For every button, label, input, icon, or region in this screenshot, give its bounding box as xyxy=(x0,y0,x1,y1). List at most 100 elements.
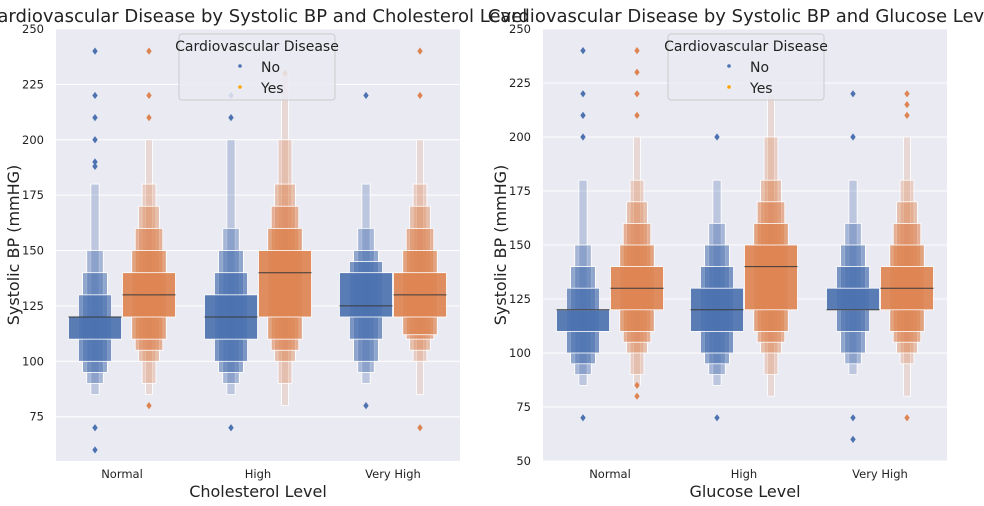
legend: Cardiovascular Disease No Yes xyxy=(664,33,828,101)
boxen-level xyxy=(258,250,312,318)
y-tick-label: 100 xyxy=(22,354,44,368)
outlier-point xyxy=(850,90,856,98)
outlier-point xyxy=(904,101,910,109)
outlier-point xyxy=(634,392,640,400)
outlier-point xyxy=(92,158,98,166)
outlier-point xyxy=(580,133,586,141)
outlier-point xyxy=(146,114,152,122)
outlier-point xyxy=(146,402,152,410)
outlier-point xyxy=(904,111,910,119)
chart-panel-1: 75 100 125 150 175 200 225 250 Normal High Very Hi… xyxy=(0,6,527,501)
y-tick-label: 125 xyxy=(509,292,531,306)
outlier-point xyxy=(417,424,423,432)
y-axis-label: Systolic BP (mmHG) xyxy=(4,165,23,326)
legend-marker-yes xyxy=(238,85,242,89)
outlier-point xyxy=(904,90,910,98)
y-tick-label: 250 xyxy=(22,22,44,36)
outlier-point xyxy=(92,114,98,122)
x-tick-label: High xyxy=(731,467,757,481)
x-tick-label: Very High xyxy=(852,467,908,481)
chart-title: Cardiovascular Disease by Systolic BP an… xyxy=(0,6,527,27)
chart-panel-2: 50 75 100 125 150 175 200 225 250 Normal High Very … xyxy=(488,6,984,501)
outlier-point xyxy=(363,91,369,100)
y-tick-label: 150 xyxy=(22,244,44,258)
legend-box xyxy=(178,33,336,101)
legend-label-no: No xyxy=(750,60,769,76)
outlier-point xyxy=(580,111,586,119)
boxen-level xyxy=(339,272,393,318)
y-tick-label: 200 xyxy=(22,133,44,147)
boxen-yes-very-high xyxy=(393,47,447,432)
outlier-point xyxy=(580,414,586,422)
legend-label-yes: Yes xyxy=(260,81,284,97)
boxen-level xyxy=(556,309,610,332)
y-tick-label: 75 xyxy=(29,410,44,424)
outlier-point xyxy=(904,414,910,422)
outlier-point xyxy=(228,424,234,432)
outlier-point xyxy=(634,47,640,55)
legend: Cardiovascular Disease No Yes xyxy=(175,33,339,101)
y-tick-label: 50 xyxy=(516,454,531,468)
outlier-point xyxy=(850,435,856,443)
boxen-level xyxy=(826,287,880,311)
x-axis-label: Cholesterol Level xyxy=(189,482,327,501)
outlier-point xyxy=(634,381,640,389)
boxen-no-normal xyxy=(68,47,122,454)
legend-title: Cardiovascular Disease xyxy=(664,39,828,55)
plot-background xyxy=(56,29,460,461)
outlier-point xyxy=(363,402,369,410)
outlier-point xyxy=(850,414,856,422)
y-tick-label: 225 xyxy=(509,76,531,90)
legend-title: Cardiovascular Disease xyxy=(175,39,339,55)
outlier-point xyxy=(634,111,640,119)
outlier-point xyxy=(92,446,98,454)
boxen-yes-normal xyxy=(610,47,664,400)
boxen-yes-high xyxy=(744,93,798,397)
x-axis-label: Glucose Level xyxy=(689,482,800,501)
boxen-level xyxy=(744,244,798,311)
outlier-point xyxy=(146,47,152,55)
outlier-point xyxy=(92,162,98,170)
legend-marker-yes xyxy=(727,85,731,89)
boxen-no-high xyxy=(204,91,258,432)
x-tick-label: Normal xyxy=(589,467,631,481)
y-tick-label: 125 xyxy=(22,299,44,313)
x-tick-label: Very High xyxy=(365,467,421,481)
x-tick-label: High xyxy=(245,467,271,481)
outlier-point xyxy=(417,47,423,55)
y-tick-label: 100 xyxy=(509,346,531,360)
outlier-point xyxy=(417,91,423,100)
outlier-point xyxy=(92,424,98,432)
boxen-no-very-high xyxy=(339,91,393,410)
boxen-yes-very-high xyxy=(880,90,934,422)
legend-marker-no xyxy=(238,64,242,68)
outlier-point xyxy=(634,90,640,98)
outlier-point xyxy=(634,68,640,76)
outlier-point xyxy=(92,91,98,100)
y-tick-label: 75 xyxy=(516,400,531,414)
x-tick-label: Normal xyxy=(101,467,143,481)
legend-box xyxy=(667,33,825,101)
boxen-no-normal xyxy=(556,47,610,422)
boxen-no-very-high xyxy=(826,90,880,443)
legend-marker-no xyxy=(727,64,731,68)
outlier-point xyxy=(92,136,98,144)
outlier-point xyxy=(92,47,98,55)
outlier-point xyxy=(146,91,152,100)
boxen-no-high xyxy=(690,133,744,422)
y-tick-label: 225 xyxy=(22,77,44,91)
y-tick-label: 200 xyxy=(509,130,531,144)
y-tick-label: 175 xyxy=(509,184,531,198)
outlier-point xyxy=(850,133,856,141)
outlier-point xyxy=(228,114,234,122)
y-tick-label: 150 xyxy=(509,238,531,252)
outlier-point xyxy=(714,414,720,422)
y-axis-label: Systolic BP (mmHG) xyxy=(491,165,510,326)
boxen-yes-normal xyxy=(122,47,176,410)
legend-label-yes: Yes xyxy=(749,81,773,97)
chart-title: Cardiovascular Disease by Systolic BP an… xyxy=(488,6,984,27)
boxen-yes-high xyxy=(258,69,312,407)
outlier-point xyxy=(580,90,586,98)
y-tick-label: 250 xyxy=(509,22,531,36)
boxen-level xyxy=(68,316,122,340)
